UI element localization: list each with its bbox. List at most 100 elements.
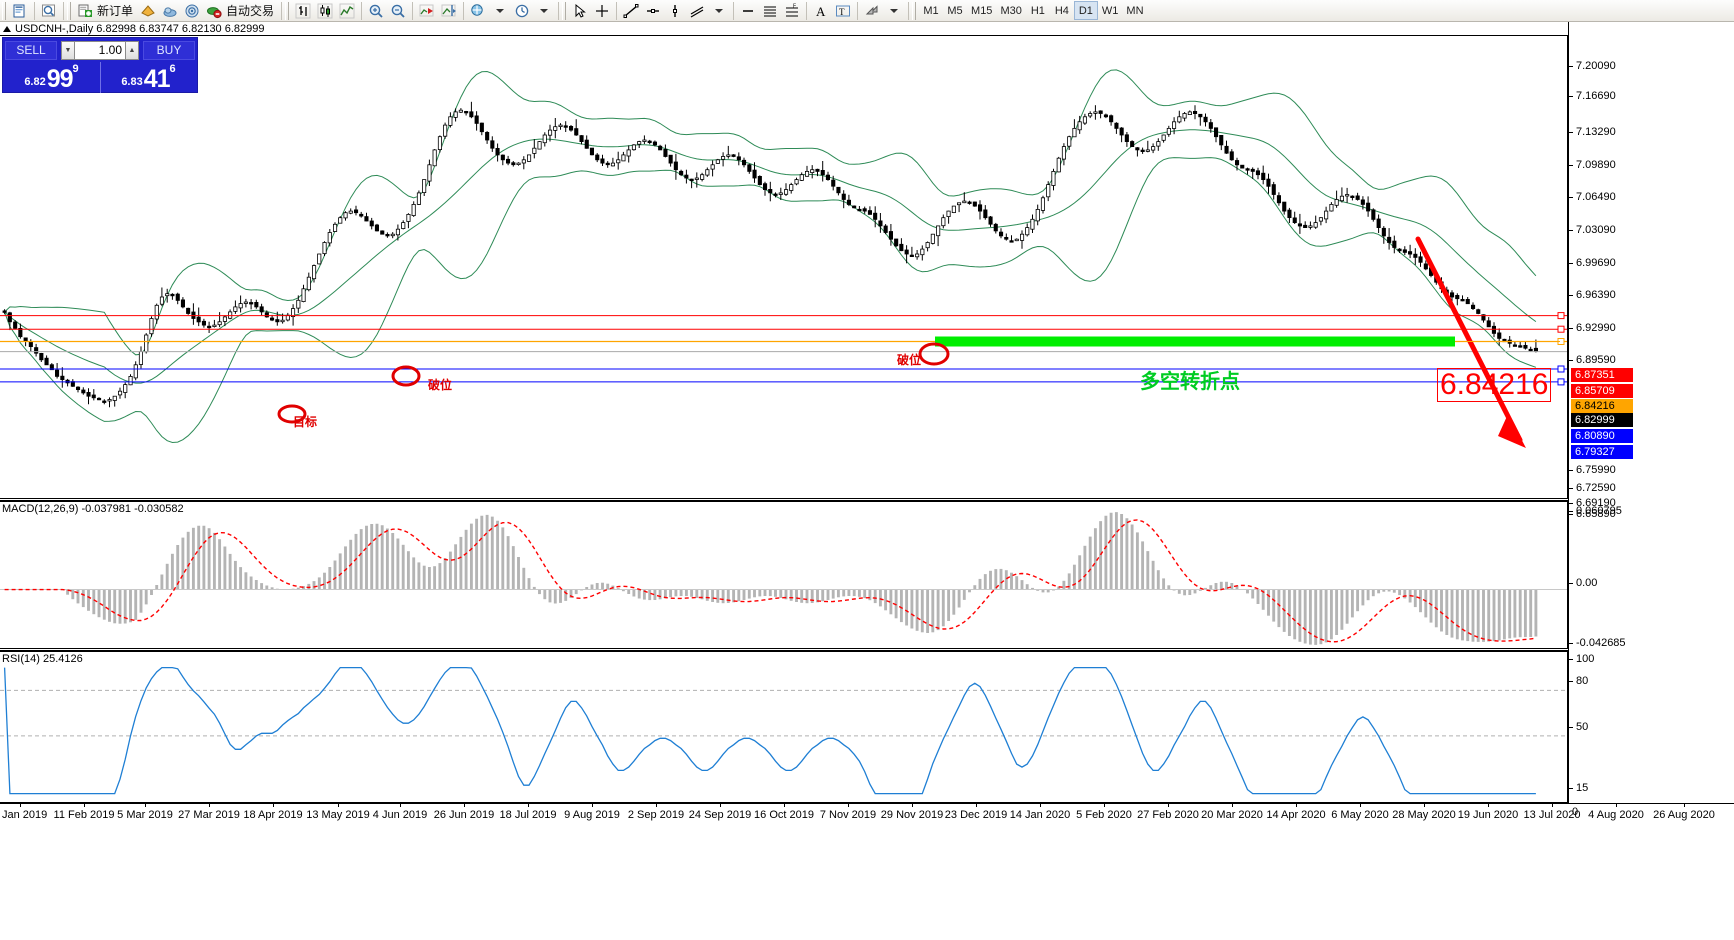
time-label: 13 Jul 2020: [1523, 809, 1581, 821]
level-badge-blue-1[interactable]: 6.80890: [1571, 429, 1633, 443]
buy-price-big: 41: [143, 65, 171, 93]
zoom-in-icon[interactable]: [365, 1, 387, 21]
timeframe-m15[interactable]: M15: [971, 4, 993, 17]
price-tick-value: 7.03090: [1576, 224, 1616, 236]
equidistant-channel-icon[interactable]: [686, 1, 708, 21]
annotation-breakdown-1[interactable]: 破位: [428, 378, 453, 392]
signals-icon[interactable]: [181, 1, 203, 21]
toolbar-grip[interactable]: [285, 1, 290, 20]
chart-shift-icon[interactable]: [438, 1, 460, 21]
timeframe-m30[interactable]: M30: [1000, 4, 1022, 17]
price-callout[interactable]: 6.84216: [1437, 368, 1552, 402]
cursor-icon[interactable]: [569, 1, 591, 21]
chevron-down-icon[interactable]: [533, 1, 555, 21]
time-tick-mark: [1040, 803, 1041, 807]
autotrading-icon[interactable]: [203, 1, 225, 21]
sell-price[interactable]: 6.82 99 9: [3, 60, 100, 92]
timeframe-m1[interactable]: M1: [923, 4, 939, 17]
crosshair-icon[interactable]: [591, 1, 613, 21]
time-label: 29 Nov 2019: [880, 809, 944, 821]
arrows-icon[interactable]: [861, 1, 883, 21]
text-icon[interactable]: A: [810, 1, 832, 21]
one-click-trading-panel[interactable]: SELL ▼ 1.00 ▲ BUY 6.82 99 9 6.83 41 6: [2, 37, 198, 93]
level-badge-red-1[interactable]: 6.87351: [1571, 368, 1633, 382]
time-label: 14 Apr 2020: [1266, 809, 1326, 821]
volume-stepper[interactable]: ▼ 1.00 ▲: [61, 40, 139, 60]
periods-icon[interactable]: [511, 1, 533, 21]
time-label: 3 Jan 2019: [0, 809, 48, 821]
minus-icon[interactable]: [737, 1, 759, 21]
level-badge-orange[interactable]: 6.84216: [1571, 399, 1633, 413]
indicators-icon[interactable]: [467, 1, 489, 21]
chevron-down-icon[interactable]: [489, 1, 511, 21]
trade-panel-prices: 6.82 99 9 6.83 41 6: [3, 60, 197, 92]
sell-button[interactable]: SELL: [5, 40, 57, 60]
toolbar-separator: [281, 1, 283, 20]
timeframe-m5[interactable]: M5: [947, 4, 963, 17]
timeframe-d1[interactable]: D1: [1073, 1, 1098, 20]
buy-button[interactable]: BUY: [143, 40, 195, 60]
line-chart-icon[interactable]: [336, 1, 358, 21]
pane-divider-1[interactable]: [0, 498, 1568, 501]
volume-input[interactable]: 1.00: [75, 40, 125, 60]
timeframe-h4[interactable]: H4: [1054, 4, 1069, 17]
autotrading-label[interactable]: 自动交易: [226, 4, 275, 18]
macd-canvas: [0, 512, 1567, 645]
annotation-turning-point[interactable]: 多空转折点: [1140, 371, 1240, 393]
rsi-pane[interactable]: [0, 651, 1568, 803]
last-price-badge[interactable]: 6.82999: [1571, 413, 1633, 427]
time-tick-mark: [784, 803, 785, 807]
time-label: 18 Jul 2019: [499, 809, 557, 821]
toolbar-grip[interactable]: [912, 1, 917, 20]
toolbar-grip[interactable]: [67, 1, 71, 20]
annotation-breakdown-2[interactable]: 破位: [897, 353, 922, 367]
toolbar-grip[interactable]: [2, 1, 6, 20]
text-label-icon[interactable]: T: [832, 1, 854, 21]
price-scale[interactable]: 7.20090 7.16690 7.13290 7.09890 7.06490 7.030…: [1568, 22, 1734, 803]
autoscroll-icon[interactable]: [416, 1, 438, 21]
horizontal-line-icon[interactable]: [642, 1, 664, 21]
time-tick-mark: [1488, 803, 1489, 807]
tick-mark-icon: [1569, 294, 1573, 296]
price-chart-pane[interactable]: [0, 35, 1568, 501]
buy-price[interactable]: 6.83 41 6: [100, 60, 197, 92]
timeframe-h1[interactable]: H1: [1030, 4, 1045, 17]
sell-price-sup: 9: [72, 63, 79, 75]
price-tick: 7.03090: [1569, 224, 1616, 236]
fibonacci-expansion-icon[interactable]: F: [781, 1, 803, 21]
timeframe-mn[interactable]: MN: [1126, 4, 1144, 17]
fibonacci-icon[interactable]: [759, 1, 781, 21]
trendline-icon[interactable]: [620, 1, 642, 21]
tick-mark-icon: [1569, 327, 1573, 329]
volume-increase-icon[interactable]: ▲: [125, 40, 139, 60]
volume-decrease-icon[interactable]: ▼: [61, 40, 75, 60]
vertical-line-icon[interactable]: [664, 1, 686, 21]
toolbar-grip[interactable]: [562, 1, 567, 20]
level-badge-blue-2[interactable]: 6.79327: [1571, 445, 1633, 459]
annotation-target[interactable]: 目标: [293, 415, 318, 429]
time-tick-mark: [20, 803, 21, 807]
chevron-down-icon[interactable]: [883, 1, 905, 21]
zoom-out-icon[interactable]: [387, 1, 409, 21]
time-tick-mark: [976, 803, 977, 807]
timeframe-w1[interactable]: W1: [1101, 4, 1119, 17]
new-chart-icon[interactable]: [9, 1, 31, 21]
zoom-profile-icon[interactable]: [38, 1, 60, 21]
time-label: 5 Mar 2019: [117, 809, 173, 821]
pane-divider-2[interactable]: [0, 648, 1568, 651]
candlestick-chart-icon[interactable]: [314, 1, 336, 21]
new-order-icon[interactable]: [74, 1, 96, 21]
buy-price-sup: 6: [169, 63, 176, 75]
price-tick: 7.06490: [1569, 191, 1616, 203]
chevron-down-icon[interactable]: [708, 1, 730, 21]
cloud-icon[interactable]: [159, 1, 181, 21]
macd-pane[interactable]: [0, 501, 1568, 651]
level-badge-red-2[interactable]: 6.85709: [1571, 384, 1633, 398]
tick-mark-icon: [1569, 229, 1573, 231]
new-order-label[interactable]: 新订单: [97, 4, 134, 18]
expert-advisor-icon[interactable]: [137, 1, 159, 21]
chart-menu-icon[interactable]: [3, 25, 11, 32]
time-tick-mark: [592, 803, 593, 807]
bar-chart-icon[interactable]: [292, 1, 314, 21]
